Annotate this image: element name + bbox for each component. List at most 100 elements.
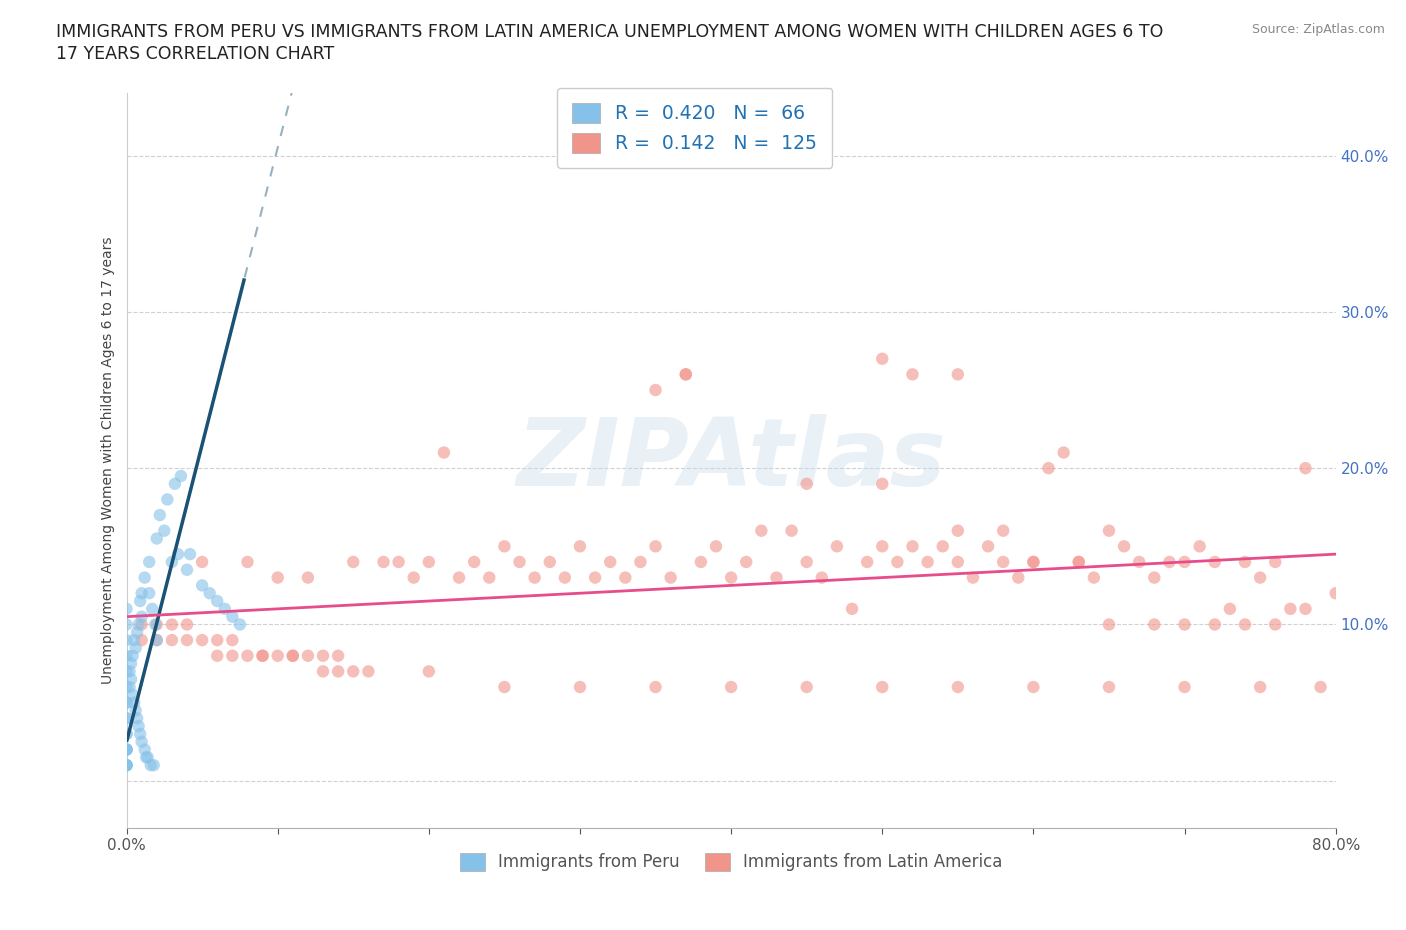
Point xyxy=(191,554,214,569)
Point xyxy=(751,524,773,538)
Point xyxy=(1022,554,1045,569)
Point xyxy=(115,648,138,663)
Point xyxy=(176,632,198,647)
Point xyxy=(342,664,364,679)
Point xyxy=(163,476,186,491)
Point xyxy=(357,664,380,679)
Point xyxy=(134,742,156,757)
Point xyxy=(297,570,319,585)
Point xyxy=(118,664,141,679)
Point xyxy=(312,664,335,679)
Point xyxy=(120,657,142,671)
Point xyxy=(134,570,156,585)
Point xyxy=(509,554,531,569)
Point xyxy=(1053,445,1076,460)
Point xyxy=(128,719,150,734)
Point xyxy=(1114,538,1136,553)
Point xyxy=(1173,617,1195,631)
Point xyxy=(675,367,697,382)
Point xyxy=(124,703,146,718)
Point xyxy=(901,367,924,382)
Point xyxy=(962,570,984,585)
Point xyxy=(115,758,138,773)
Point xyxy=(229,617,252,631)
Point xyxy=(1159,554,1181,569)
Point xyxy=(312,648,335,663)
Point xyxy=(388,554,411,569)
Point xyxy=(796,554,818,569)
Point xyxy=(131,735,153,750)
Point xyxy=(131,586,153,601)
Text: Source: ZipAtlas.com: Source: ZipAtlas.com xyxy=(1251,23,1385,36)
Point xyxy=(1219,602,1241,617)
Point xyxy=(872,352,894,366)
Point xyxy=(977,538,1000,553)
Point xyxy=(810,570,832,585)
Point xyxy=(297,648,319,663)
Point xyxy=(115,758,138,773)
Point xyxy=(136,750,159,764)
Point xyxy=(946,680,969,695)
Point xyxy=(115,680,138,695)
Point xyxy=(236,554,259,569)
Point xyxy=(1249,570,1271,585)
Point xyxy=(1022,680,1045,695)
Point xyxy=(373,554,395,569)
Point xyxy=(1128,554,1150,569)
Point xyxy=(554,570,576,585)
Point xyxy=(418,554,440,569)
Point xyxy=(146,617,169,631)
Point xyxy=(433,445,456,460)
Point xyxy=(131,609,153,624)
Point xyxy=(1264,617,1286,631)
Point xyxy=(1294,602,1316,617)
Point xyxy=(1173,554,1195,569)
Point xyxy=(583,570,606,585)
Point xyxy=(115,696,138,711)
Point xyxy=(326,664,350,679)
Point xyxy=(1173,680,1195,695)
Point xyxy=(176,617,198,631)
Point xyxy=(122,632,145,647)
Point xyxy=(872,538,894,553)
Point xyxy=(675,367,697,382)
Point xyxy=(281,648,304,663)
Point xyxy=(205,593,228,608)
Point xyxy=(1324,586,1347,601)
Point xyxy=(115,664,138,679)
Point xyxy=(1067,554,1090,569)
Point xyxy=(221,609,243,624)
Point xyxy=(993,554,1015,569)
Point xyxy=(141,602,163,617)
Point xyxy=(735,554,758,569)
Point xyxy=(644,538,666,553)
Point xyxy=(872,476,894,491)
Point xyxy=(917,554,939,569)
Point xyxy=(946,367,969,382)
Point xyxy=(115,726,138,741)
Point xyxy=(1234,554,1257,569)
Point xyxy=(115,711,138,725)
Text: IMMIGRANTS FROM PERU VS IMMIGRANTS FROM LATIN AMERICA UNEMPLOYMENT AMONG WOMEN W: IMMIGRANTS FROM PERU VS IMMIGRANTS FROM … xyxy=(56,23,1164,41)
Point xyxy=(127,625,149,640)
Point xyxy=(1204,554,1226,569)
Point xyxy=(1294,460,1316,475)
Point xyxy=(146,632,169,647)
Point xyxy=(402,570,425,585)
Point xyxy=(115,742,138,757)
Point xyxy=(523,570,546,585)
Point xyxy=(463,554,485,569)
Point xyxy=(720,680,742,695)
Point xyxy=(236,648,259,663)
Point xyxy=(689,554,711,569)
Legend: Immigrants from Peru, Immigrants from Latin America: Immigrants from Peru, Immigrants from La… xyxy=(453,846,1010,878)
Point xyxy=(138,586,160,601)
Point xyxy=(221,632,243,647)
Point xyxy=(1309,680,1331,695)
Point xyxy=(1249,680,1271,695)
Point xyxy=(1007,570,1029,585)
Point xyxy=(267,648,290,663)
Point xyxy=(115,617,138,631)
Point xyxy=(825,538,848,553)
Point xyxy=(170,469,193,484)
